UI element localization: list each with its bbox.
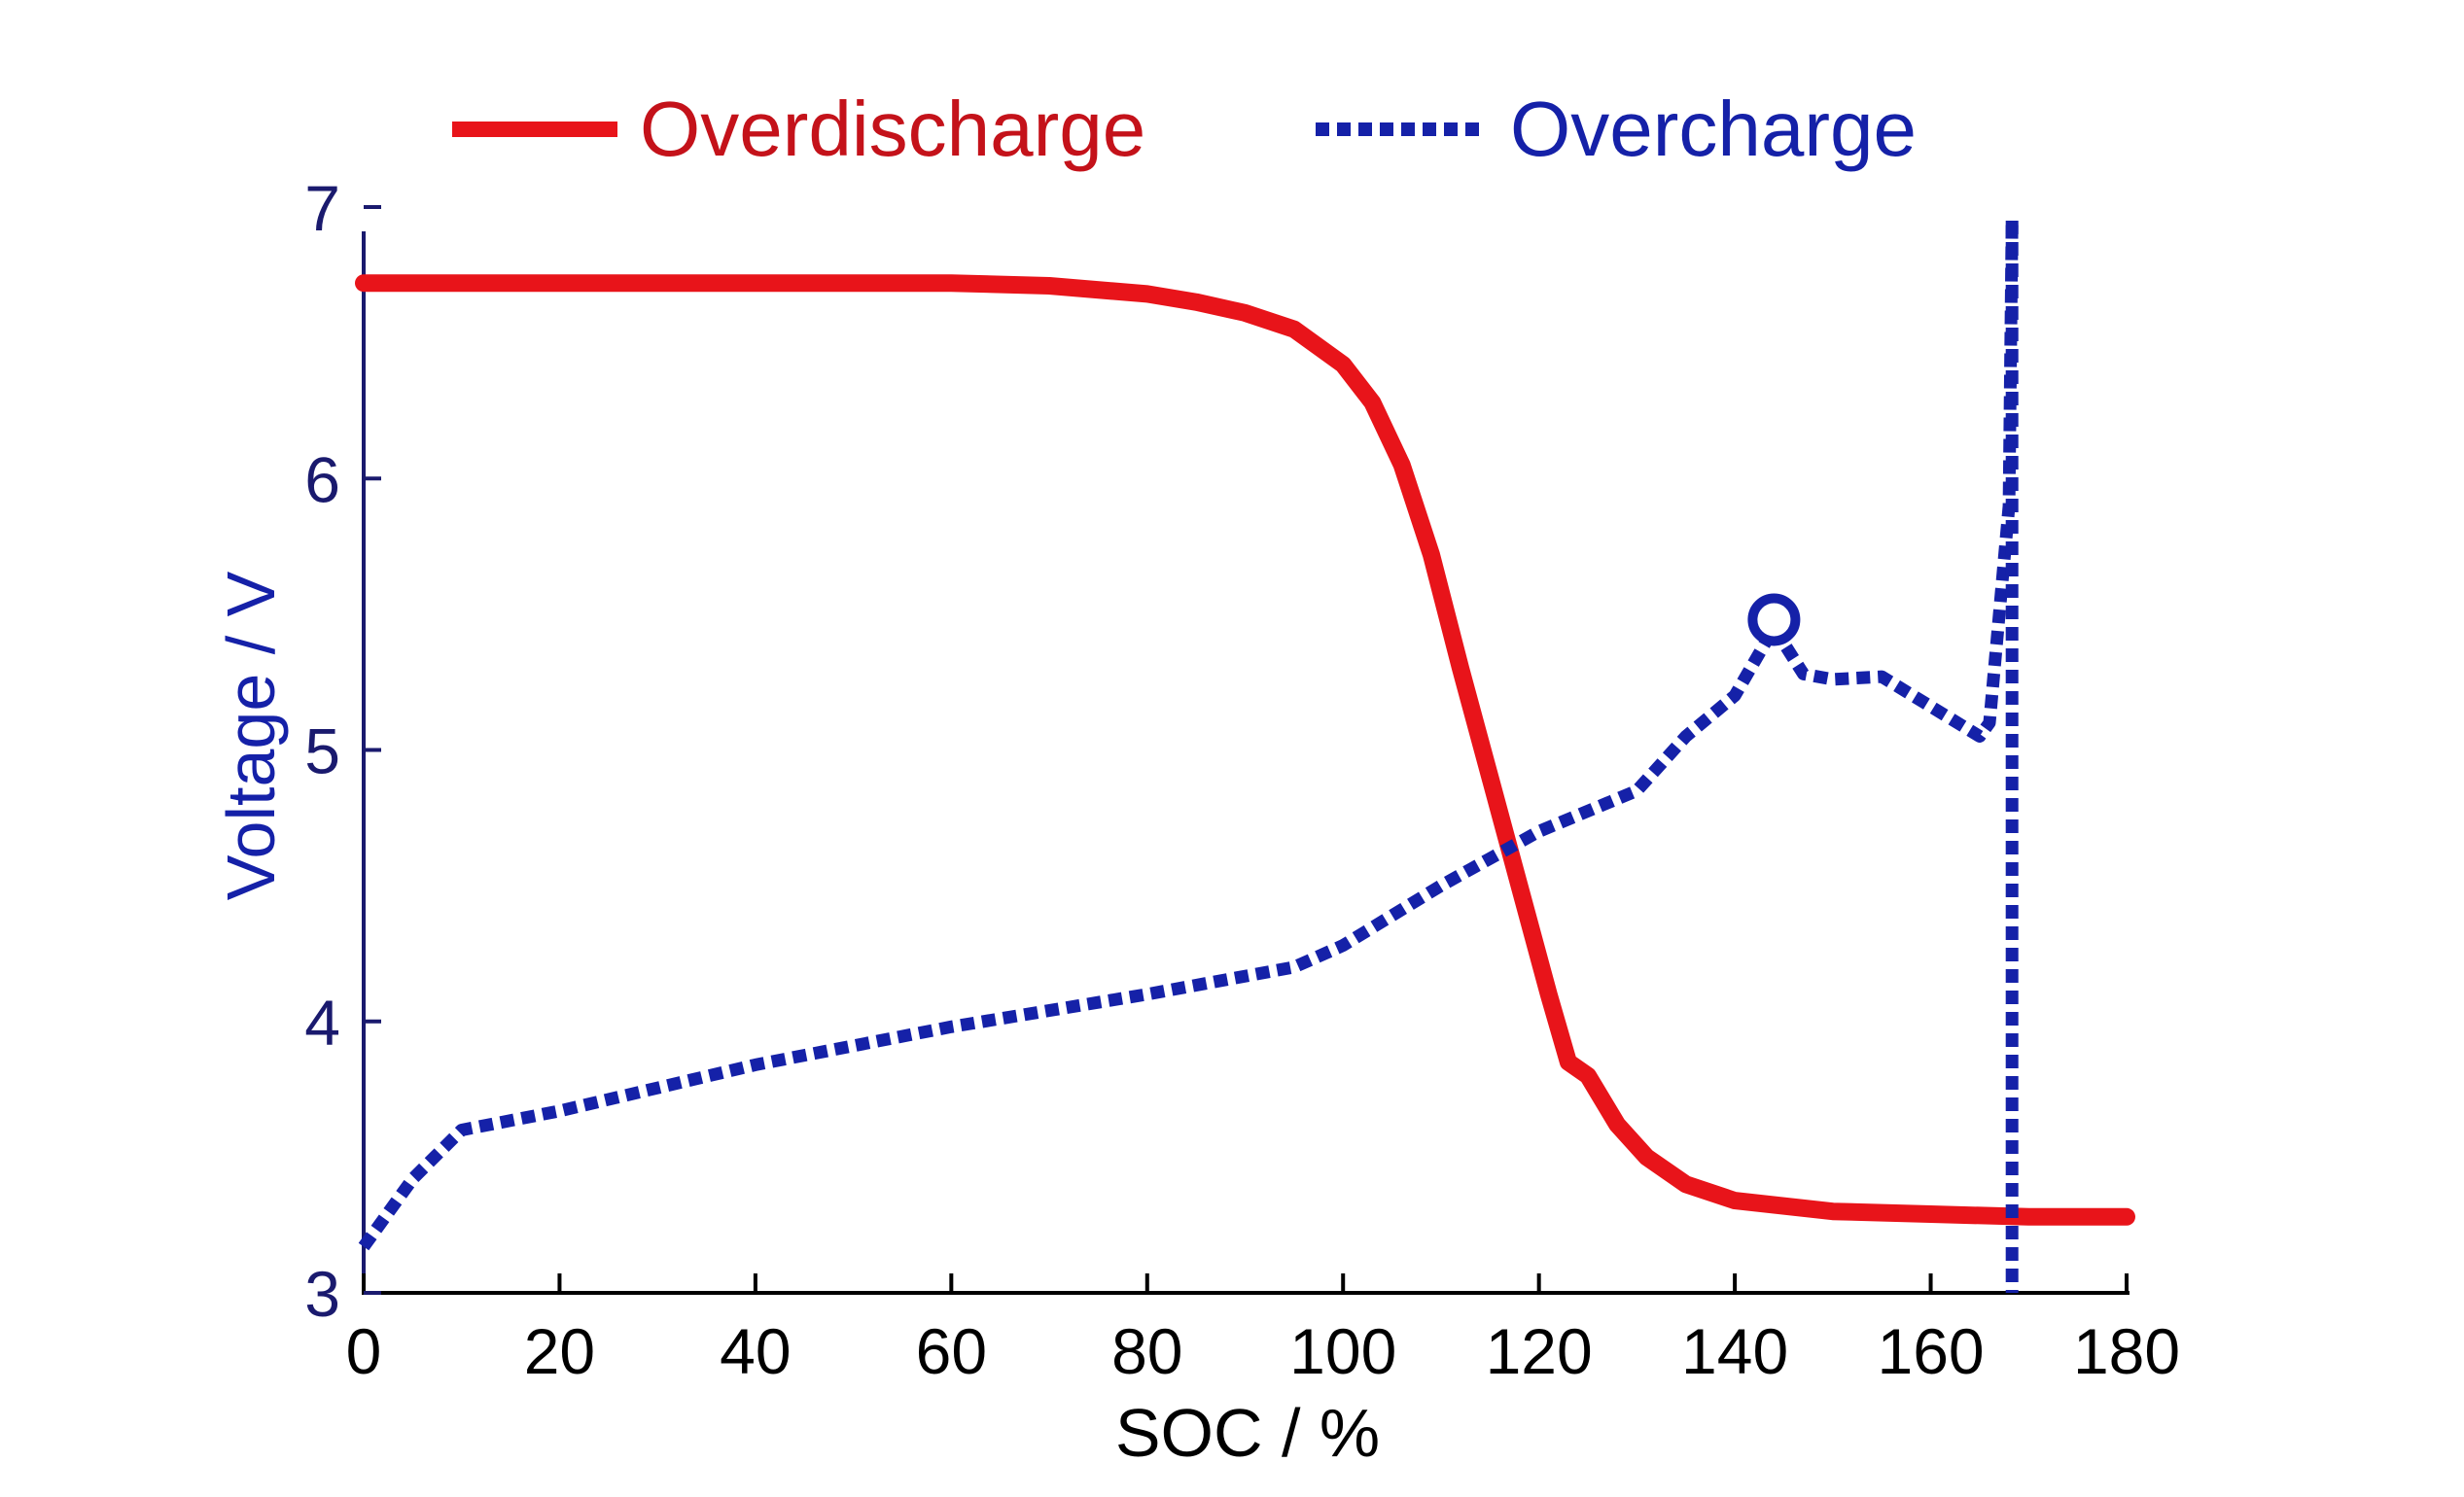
x-tick-label-4: 80	[1111, 1315, 1182, 1387]
x-tick-label-2: 40	[720, 1315, 791, 1387]
x-tick-label-7: 140	[1681, 1315, 1788, 1387]
y-tick-label-0: 3	[304, 1258, 340, 1330]
x-tick-label-5: 100	[1289, 1315, 1396, 1387]
legend: Overdischarge Overcharge	[452, 86, 1917, 172]
y-tick-label-3: 6	[304, 443, 340, 515]
y-tick-label-1: 4	[304, 987, 340, 1059]
x-ticks: 0 20 40 60 80 100 120 140 160 180	[346, 1273, 2180, 1387]
x-tick-label-1: 20	[524, 1315, 595, 1387]
x-tick-label-6: 120	[1486, 1315, 1593, 1387]
x-axis-title: SOC / %	[1115, 1395, 1380, 1471]
legend-label-overcharge: Overcharge	[1510, 86, 1917, 172]
x-tick-label-9: 180	[2073, 1315, 2180, 1387]
marker-open-circle-0	[1747, 593, 1801, 646]
y-ticks: 3 4 5 6 7	[304, 172, 381, 1330]
series-line-overdischarge	[355, 274, 2135, 1226]
y-tick-label-4: 7	[304, 172, 340, 244]
series-layer	[355, 220, 2135, 1293]
legend-label-overdischarge: Overdischarge	[640, 86, 1145, 172]
y-tick-label-2: 5	[304, 715, 340, 787]
x-tick-label-0: 0	[346, 1315, 382, 1387]
y-axis-title: Voltage / V	[213, 571, 289, 900]
x-tick-label-8: 160	[1877, 1315, 1984, 1387]
series-line-overcharge	[358, 220, 2019, 1251]
x-tick-label-3: 60	[916, 1315, 987, 1387]
